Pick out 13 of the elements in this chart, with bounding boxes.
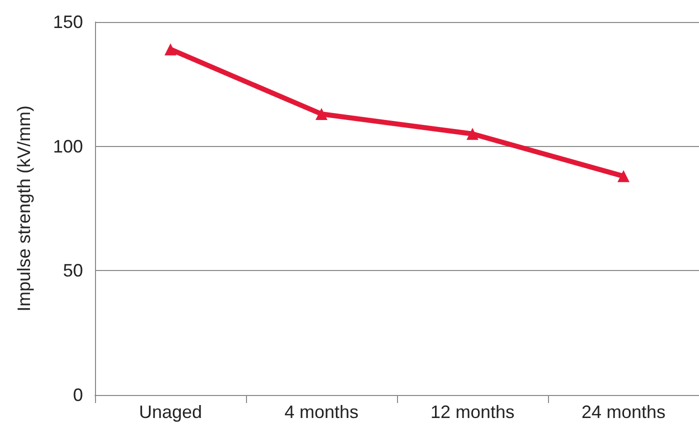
y-tick-label: 50 xyxy=(62,260,83,281)
y-tick-label: 150 xyxy=(52,12,83,32)
point xyxy=(618,170,630,182)
point xyxy=(466,128,478,140)
point xyxy=(316,108,328,120)
x-tick-label: 24 months xyxy=(581,402,666,422)
y-tick-label: 100 xyxy=(52,136,83,156)
point xyxy=(164,43,176,56)
y-axis-title: Impulse strength (kV/mm) xyxy=(14,105,34,312)
x-tick-label: 4 months xyxy=(284,402,359,422)
x-tick-label: 12 months xyxy=(430,402,515,422)
y-tick-label: 0 xyxy=(72,385,83,405)
x-tick-label: Unaged xyxy=(138,402,202,422)
